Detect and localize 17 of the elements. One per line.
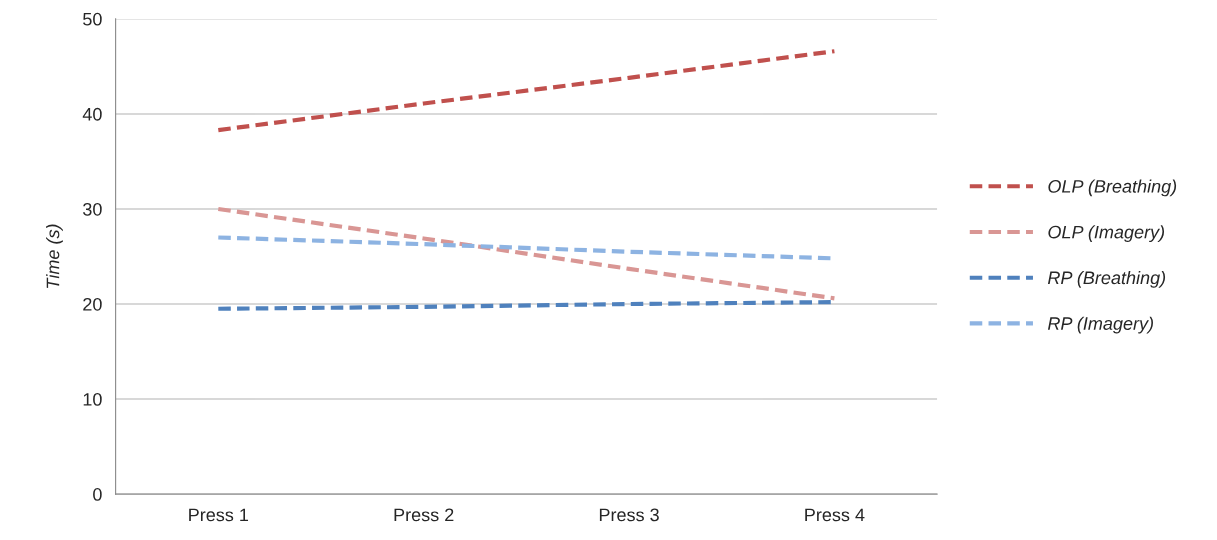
y-tick-label: 50 bbox=[83, 12, 102, 26]
y-tick-label: 30 bbox=[83, 202, 102, 216]
line-series bbox=[216, 206, 837, 301]
y-tick-label: 40 bbox=[82, 107, 102, 121]
x-tick-label: Press 3 bbox=[599, 508, 659, 522]
x-tick-label: Press 4 bbox=[805, 508, 865, 522]
x-tick-label: Press 2 bbox=[394, 508, 454, 522]
y-tick-label: 0 bbox=[93, 488, 102, 501]
y-axis-title: Time (s) bbox=[46, 224, 63, 288]
legend-label: OLP (Breathing) bbox=[1048, 179, 1177, 197]
y-tick-label: 20 bbox=[83, 297, 102, 311]
legend-label: OLP (Imagery) bbox=[1048, 225, 1165, 243]
legend-label: RP (Imagery) bbox=[1047, 316, 1153, 334]
x-tick-label: Press 1 bbox=[189, 508, 249, 522]
y-tick-label: 10 bbox=[83, 392, 102, 406]
legend-label: RP (Breathing) bbox=[1047, 270, 1166, 288]
line-series bbox=[216, 49, 837, 133]
